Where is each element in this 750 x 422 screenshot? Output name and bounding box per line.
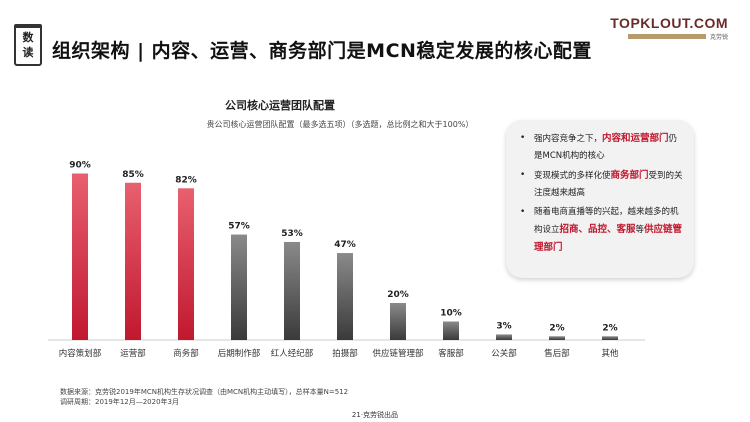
chart-subtitle: 贵公司核心运营团队配置（最多选五项）（多选题，总比例之和大于100%） [206,120,474,129]
insight-item-2: 变现模式的多样化使商务部门受到的关注度越来越高 [520,167,684,202]
category-label-10: 售后部 [544,348,570,359]
bar-7 [390,303,406,340]
insight-1-pre: 强内容竞争之下， [534,134,603,144]
chart-bars: 90% 内容策划部 85% 运营部 82% 商务部 57% 后期制作部 53% 红人经纪部 47% 拍… [48,161,645,359]
insight-3-highlight-1: 招商、品控、客服 [559,224,636,235]
section-badge: 数 读 [14,24,42,66]
insight-3-pre: 随着电商直播等的兴起，越来越多的机构设立 [534,207,679,235]
category-label-5: 红人经纪部 [271,348,314,359]
brand-cn: 克劳锐 [709,34,728,41]
insight-1-post: 仍是MCN机构的核心 [534,134,678,161]
category-label-1: 内容策划部 [59,348,102,359]
insight-3-highlight-2: 供应链管理部门 [534,224,683,253]
value-label-4: 57% [228,222,250,232]
brand-logo: TOPKLOUT.COM 克劳锐 [610,15,728,41]
bar-11 [602,336,618,340]
insight-callout: 强内容竞争之下，内容和运营部门仍是MCN机构的核心 变现模式的多样化使商务部门受… [506,120,694,278]
insight-2-post: 受到的关注度越来越高 [534,171,683,198]
value-label-1: 90% [69,161,91,171]
category-label-9: 公关部 [491,348,517,359]
bar-2 [125,182,141,340]
badge-line-1: 数 [22,31,34,44]
value-label-3: 82% [175,175,197,185]
category-label-8: 客服部 [438,348,464,359]
category-label-3: 商务部 [173,348,199,359]
bar-3 [178,188,194,340]
chart-title: 公司核心运营团队配置 [225,99,335,112]
category-label-11: 其他 [601,348,619,359]
insight-1-highlight: 内容和运营部门 [602,133,669,144]
insight-item-3: 随着电商直播等的兴起，越来越多的机构设立招商、品控、客服等供应链管理部门 [520,204,684,257]
insight-2-pre: 变现模式的多样化使 [534,171,611,181]
page-title: 组织架构 | 内容、运营、商务部门是MCN稳定发展的核心配置 [52,40,592,62]
page-number: 21·克劳锐出品 [351,411,399,419]
brand-subline: 克劳锐 [610,32,728,41]
insight-3-mid: 等 [635,225,645,235]
value-label-7: 20% [387,290,409,300]
value-label-6: 47% [334,240,356,250]
bar-8 [443,321,459,340]
footnote-source: 数据来源：克劳锐2019年MCN机构生存状况调查（由MCN机构主动填写），总样本… [60,388,349,396]
category-label-2: 运营部 [120,348,146,359]
bar-1 [72,173,88,340]
footnote: 数据来源：克劳锐2019年MCN机构生存状况调查（由MCN机构主动填写），总样本… [60,387,348,407]
value-label-10: 2% [549,323,564,333]
value-label-5: 53% [281,229,303,239]
bar-4 [231,234,247,340]
value-label-11: 2% [602,323,617,333]
insight-item-1: 强内容竞争之下，内容和运营部门仍是MCN机构的核心 [520,130,684,165]
value-label-8: 10% [440,309,462,319]
value-label-2: 85% [122,170,144,180]
value-label-9: 3% [496,321,511,331]
category-label-6: 拍摄部 [332,348,358,359]
insight-2-highlight: 商务部门 [610,170,649,181]
bar-9 [496,334,512,340]
bar-10 [549,336,565,340]
badge-line-2: 读 [22,46,34,59]
bar-6 [337,253,353,340]
brand-bar [627,34,706,39]
footnote-period: 调研周期：2019年12月—2020年3月 [60,398,179,406]
badge-cap [14,24,42,28]
category-label-4: 后期制作部 [218,348,261,359]
category-label-7: 供应链管理部 [372,348,424,359]
bar-5 [284,241,300,340]
brand-logo-text: TOPKLOUT.COM [610,15,728,31]
